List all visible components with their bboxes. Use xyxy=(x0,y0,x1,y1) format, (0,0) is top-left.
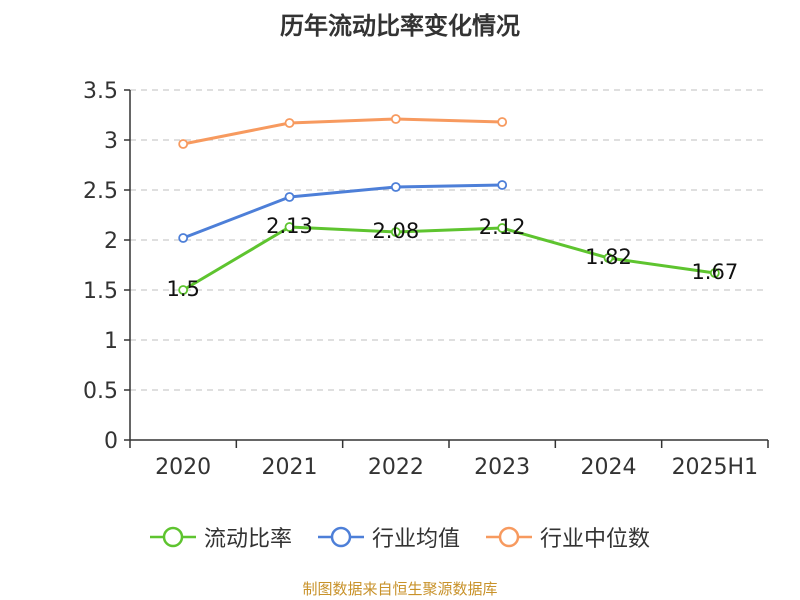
x-tick-label: 2020 xyxy=(155,455,211,480)
data-point xyxy=(284,192,295,202)
y-tick-label: 3.5 xyxy=(83,79,118,104)
y-tick-label: 2.5 xyxy=(83,179,118,204)
x-tick-label: 2021 xyxy=(262,455,318,480)
data-point xyxy=(178,285,189,295)
data-labels: 1.5 2.13 2.08 2.12 1.82 1.67 xyxy=(166,214,738,301)
data-point xyxy=(284,118,295,128)
data-point xyxy=(390,227,401,237)
data-point xyxy=(497,180,508,190)
series-line xyxy=(182,225,716,292)
x-tick-label: 2023 xyxy=(474,455,530,480)
legend-line-marker-icon xyxy=(317,526,364,548)
data-label: 1.82 xyxy=(585,245,632,269)
series-line xyxy=(182,183,503,240)
y-tick-label: 3 xyxy=(104,129,118,154)
data-point xyxy=(178,233,189,243)
line-chart: 0 0.5 1 1.5 2 2.5 3 3.5 2020 2021 2022 2023 2024 2025… xyxy=(83,79,769,480)
data-label: 2.08 xyxy=(372,219,419,243)
data-point xyxy=(497,223,508,233)
y-tick-label: 0 xyxy=(104,429,118,454)
legend-item[interactable]: 流动比率 xyxy=(149,521,292,553)
x-tick-label: 2025H1 xyxy=(672,455,759,480)
data-point xyxy=(497,117,508,127)
data-point xyxy=(709,268,720,278)
data-point xyxy=(390,114,401,124)
legend-item[interactable]: 行业中位数 xyxy=(486,521,650,553)
y-tick-label: 1 xyxy=(104,329,118,354)
data-point xyxy=(603,253,614,263)
gridlines xyxy=(130,89,768,391)
x-tick-label: 2022 xyxy=(368,455,424,480)
data-point xyxy=(390,182,401,192)
legend: 流动比率 行业均值 行业中位数 xyxy=(0,520,800,554)
data-label: 2.13 xyxy=(266,214,313,238)
source-note: 制图数据来自恒生聚源数据库 xyxy=(302,580,498,598)
legend-line-marker-icon xyxy=(149,526,196,548)
data-point xyxy=(178,139,189,149)
x-tick-label: 2024 xyxy=(581,455,637,480)
series-lines xyxy=(178,114,720,295)
legend-line-marker-icon xyxy=(486,526,532,548)
legend-label: 行业中位数 xyxy=(540,527,651,552)
data-label: 1.5 xyxy=(166,277,199,301)
legend-label: 行业均值 xyxy=(371,527,460,552)
legend-label: 流动比率 xyxy=(203,527,292,552)
series-line xyxy=(182,117,503,146)
y-tick-label: 1.5 xyxy=(83,279,118,304)
data-label: 2.12 xyxy=(479,215,526,239)
data-label: 1.67 xyxy=(691,260,738,284)
data-point xyxy=(284,222,295,232)
y-tick-label: 2 xyxy=(104,229,118,254)
chart-title: 历年流动比率变化情况 xyxy=(280,12,520,40)
legend-item[interactable]: 行业均值 xyxy=(317,521,460,553)
axes: 0 0.5 1 1.5 2 2.5 3 3.5 2020 2021 2022 2023 2024 2025… xyxy=(83,79,769,480)
y-tick-label: 0.5 xyxy=(83,379,118,404)
